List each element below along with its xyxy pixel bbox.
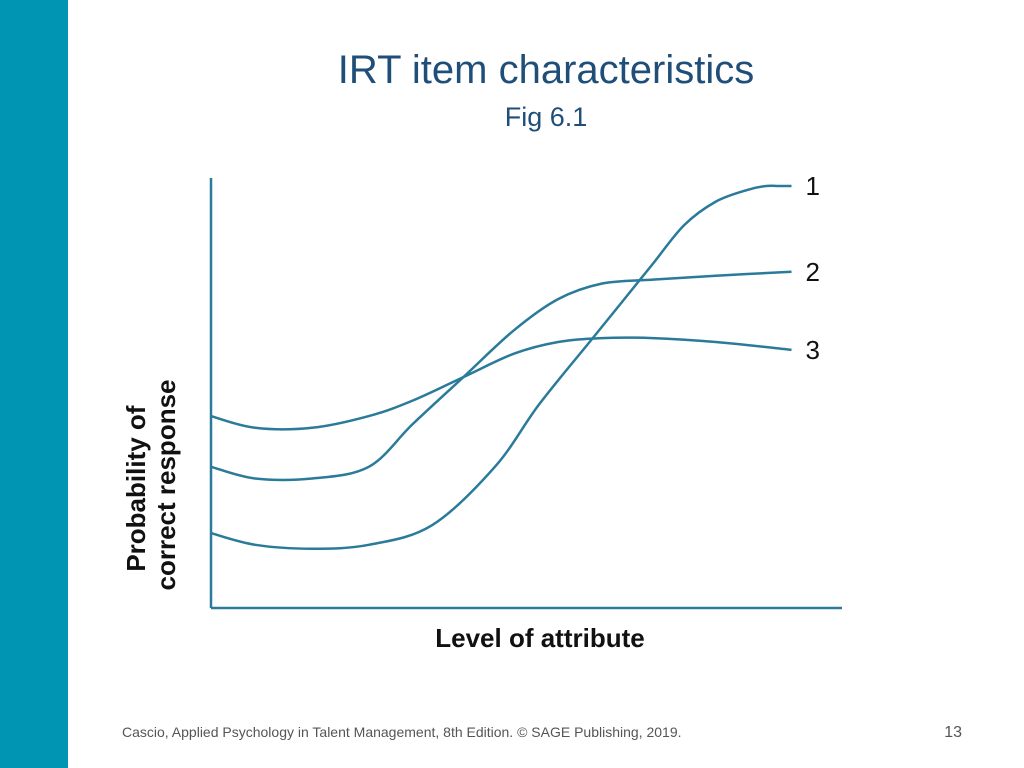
series-label-3: 3 <box>806 335 820 365</box>
irt-chart: 1 2 3 Probability of correct response Leve… <box>121 171 842 653</box>
series-labels: 1 2 3 <box>806 171 820 365</box>
x-axis-label: Level of attribute <box>435 623 644 653</box>
y-axis-label: Probability of correct response <box>121 380 181 591</box>
series-line-3 <box>210 336 792 431</box>
page-number: 13 <box>944 724 962 741</box>
series-line-2 <box>210 270 792 482</box>
axes <box>209 178 842 610</box>
slide-title: IRT item characteristics <box>337 48 755 92</box>
y-axis-label-line-1: Probability of <box>121 405 151 571</box>
series-lines <box>210 184 792 550</box>
series-label-2: 2 <box>806 257 820 287</box>
series-line-1 <box>210 184 792 550</box>
series-label-1: 1 <box>806 171 820 201</box>
side-accent-bar <box>0 0 68 768</box>
footer-citation: Cascio, Applied Psychology in Talent Man… <box>122 724 682 740</box>
slide-subtitle: Fig 6.1 <box>504 102 588 132</box>
y-axis-label-line-2: correct response <box>151 380 181 591</box>
